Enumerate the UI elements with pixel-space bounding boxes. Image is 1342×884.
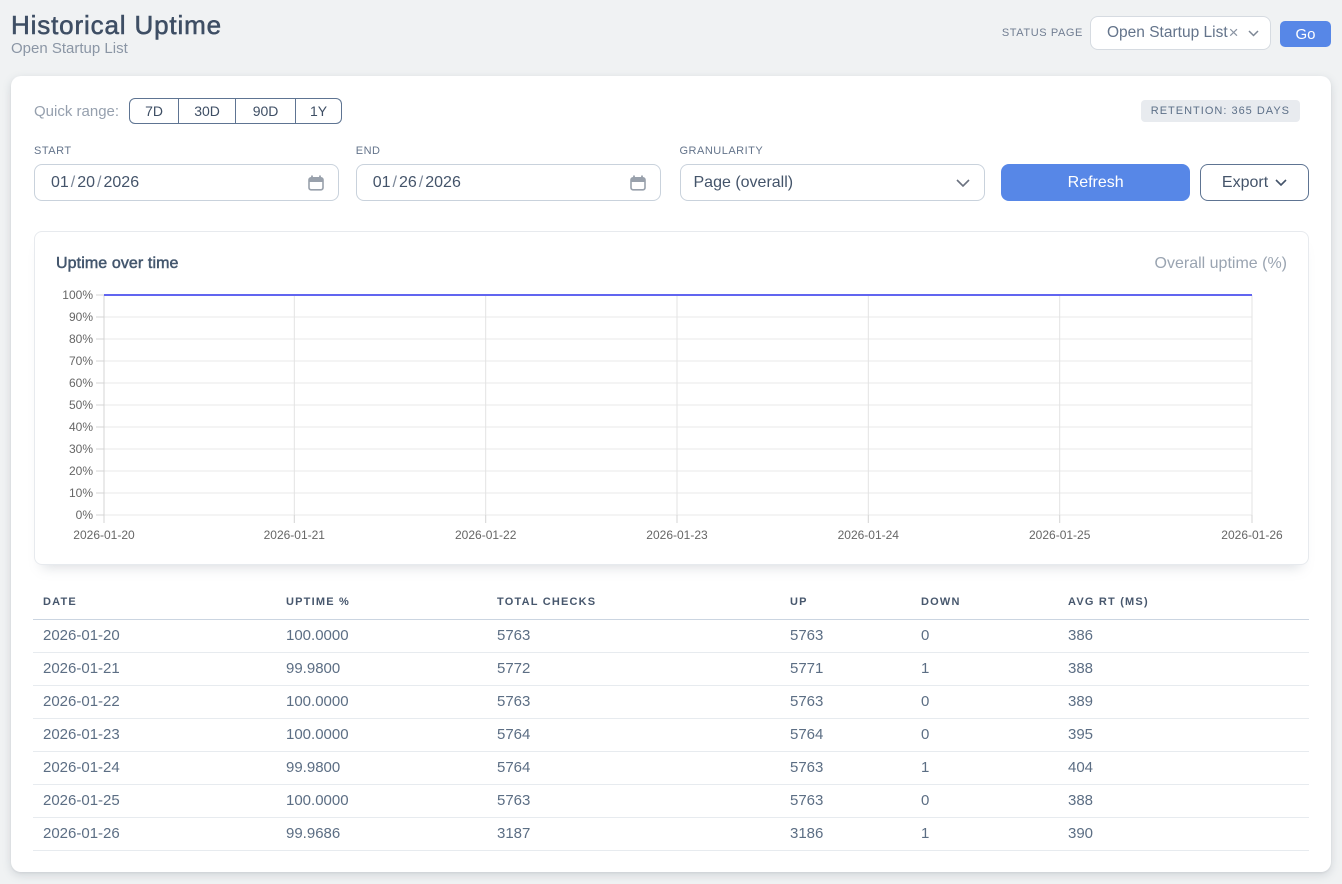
svg-text:2026-01-24: 2026-01-24 <box>838 528 900 542</box>
svg-text:20%: 20% <box>69 464 93 478</box>
svg-text:40%: 40% <box>69 420 93 434</box>
svg-text:60%: 60% <box>69 376 93 390</box>
svg-text:2026-01-26: 2026-01-26 <box>1221 528 1283 542</box>
svg-text:2026-01-23: 2026-01-23 <box>646 528 708 542</box>
svg-text:100%: 100% <box>62 288 93 302</box>
svg-text:2026-01-20: 2026-01-20 <box>73 528 135 542</box>
svg-text:30%: 30% <box>69 442 93 456</box>
svg-text:0%: 0% <box>76 508 94 522</box>
svg-text:80%: 80% <box>69 332 93 346</box>
svg-text:90%: 90% <box>69 310 93 324</box>
svg-text:2026-01-25: 2026-01-25 <box>1029 528 1091 542</box>
svg-text:50%: 50% <box>69 398 93 412</box>
svg-text:70%: 70% <box>69 354 93 368</box>
svg-text:2026-01-22: 2026-01-22 <box>455 528 517 542</box>
svg-text:2026-01-21: 2026-01-21 <box>264 528 326 542</box>
svg-text:10%: 10% <box>69 486 93 500</box>
